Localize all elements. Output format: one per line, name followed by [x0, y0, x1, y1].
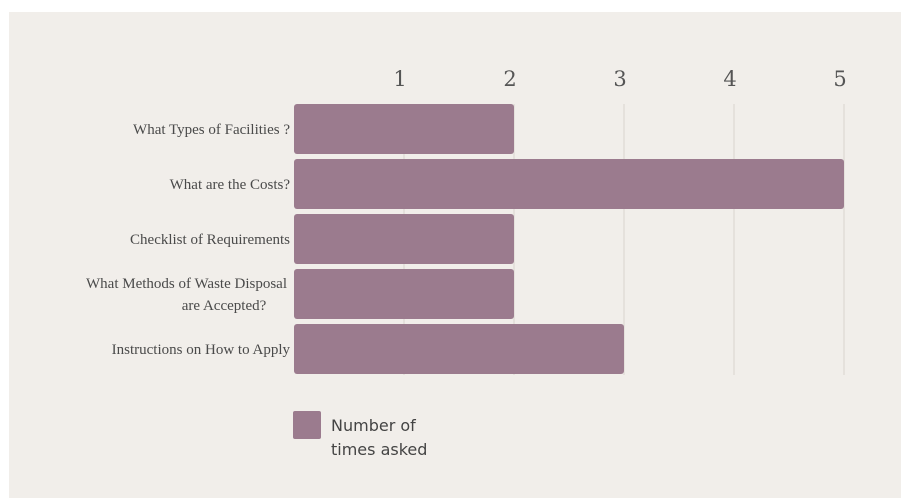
legend-label: times asked	[331, 440, 427, 459]
bar-4	[294, 269, 514, 319]
chart-panel: 1 2 3 4 5 What Types of Facilities ? What are …	[9, 12, 901, 498]
bar-2	[294, 159, 844, 209]
x-tick-label: 2	[503, 67, 516, 91]
x-tick-label: 5	[833, 67, 846, 91]
category-label: What Methods of Waste Disposal	[86, 276, 287, 292]
x-tick-label: 1	[393, 67, 406, 91]
category-label: are Accepted?	[182, 298, 267, 314]
bar-1	[294, 104, 514, 154]
legend-swatch	[293, 411, 321, 439]
bar-5	[294, 324, 624, 374]
bar-chart: 1 2 3 4 5 What Types of Facilities ? What are …	[86, 67, 847, 459]
category-label: What are the Costs?	[170, 177, 291, 193]
category-label: Checklist of Requirements	[130, 232, 290, 248]
x-tick-label: 4	[723, 67, 736, 91]
bar-3	[294, 214, 514, 264]
category-label: Instructions on How to Apply	[112, 342, 291, 358]
x-tick-label: 3	[613, 67, 626, 91]
legend-label: Number of	[331, 416, 416, 435]
category-label: What Types of Facilities ?	[133, 122, 290, 138]
